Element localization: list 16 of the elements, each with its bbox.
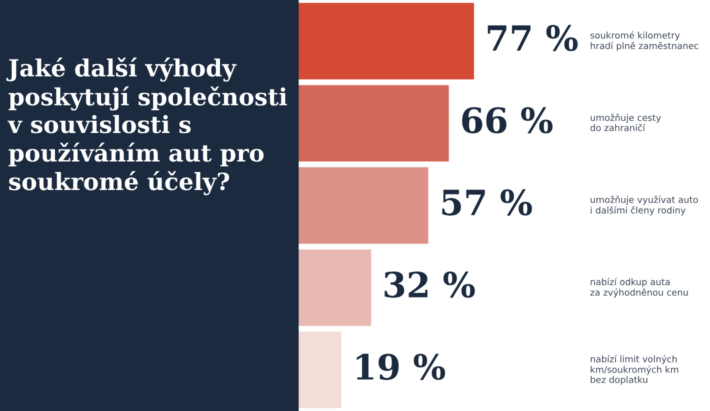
bar (298, 85, 449, 162)
y-tick-label: nabízí limit volných km/soukromých km bez doplatku (590, 355, 678, 385)
bar (298, 2, 474, 80)
y-tick-label: umožňuje cesty do zahraničí (590, 114, 661, 132)
bar (298, 249, 372, 326)
data-label: 57 % (442, 189, 532, 216)
bar (298, 332, 342, 408)
data-label: 19 % (356, 354, 446, 380)
data-label: 66 % (462, 107, 553, 134)
text: Jaké další výhody poskytují společnosti v souvislosti s používáním aut pro soukromé účely? (6, 58, 287, 196)
y-tick-label: soukromé kilometry hradí plně zaměstnanec (590, 31, 698, 51)
data-label: 32 % (384, 272, 475, 298)
y-tick-label: umožňuje využívat auto i dalšími členy rodiny (590, 196, 698, 216)
bar (298, 167, 428, 244)
y-tick-label: nabízí odkup auta za zvýhodněnou cenu (590, 278, 688, 298)
data-label: 77 % (488, 24, 578, 52)
